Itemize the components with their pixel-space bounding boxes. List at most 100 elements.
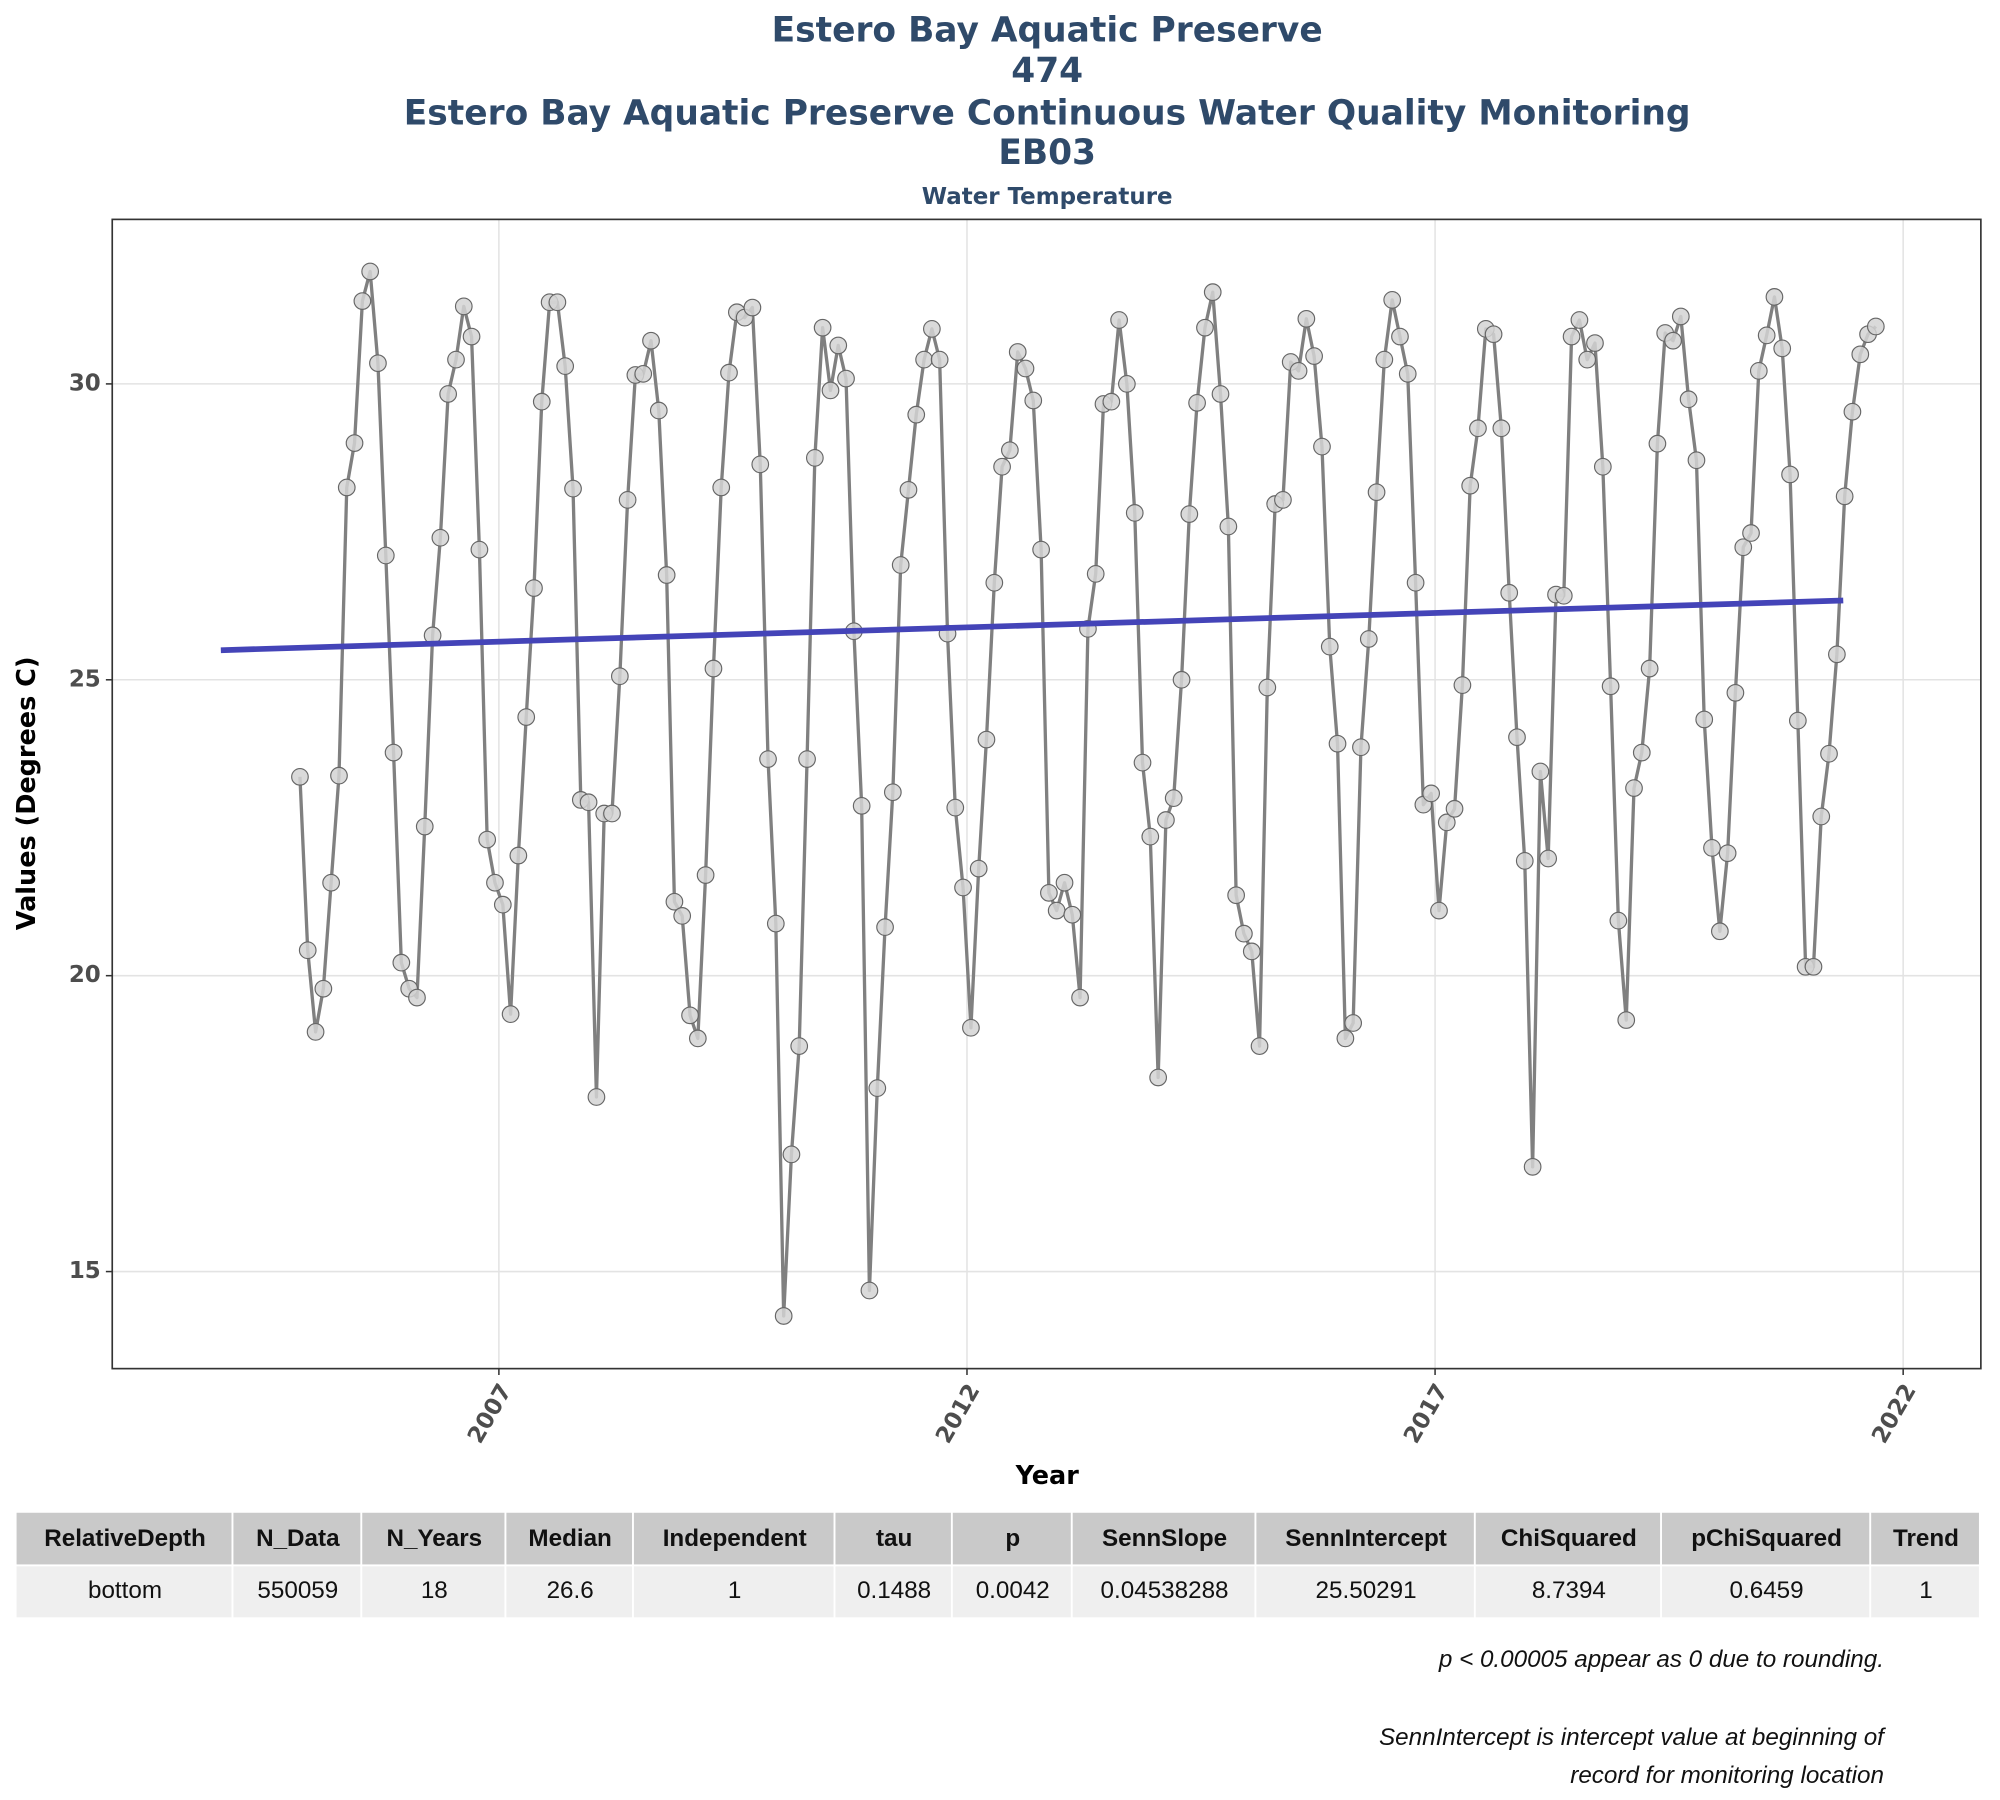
data-point (610, 667, 629, 686)
data-point (337, 478, 356, 497)
data-point (1679, 390, 1698, 409)
table-cell-text: 8.7394 (1532, 1577, 1606, 1604)
data-point (1765, 288, 1784, 306)
x-axis-label: Year (1015, 1461, 1080, 1491)
data-point (642, 331, 660, 350)
data-point (805, 449, 824, 467)
data-point (673, 907, 692, 925)
data-point (1492, 419, 1511, 438)
note: SennIntercept is intercept value at begi… (1379, 1724, 1886, 1751)
data-point (891, 556, 910, 574)
data-point (688, 1029, 707, 1048)
data-point (1515, 852, 1534, 870)
data-point (1297, 309, 1316, 328)
data-point (470, 540, 489, 559)
table-cell (1871, 1566, 1979, 1618)
table-cell (1661, 1566, 1870, 1618)
data-point (1430, 901, 1448, 920)
data-point (790, 1037, 809, 1055)
data-point (852, 796, 871, 815)
table-header: Trend (1893, 1525, 1959, 1552)
data-point (431, 528, 450, 547)
data-point (1110, 311, 1128, 329)
data-point (1367, 483, 1386, 502)
data-point (1718, 844, 1737, 863)
table-cell (506, 1566, 633, 1618)
table-header: ChiSquared (1501, 1525, 1637, 1552)
data-point (1203, 283, 1222, 302)
y-tick-label: 20 (69, 962, 101, 988)
data-point (829, 336, 848, 355)
data-point (821, 381, 840, 400)
data-point (1703, 838, 1721, 857)
data-point (1289, 362, 1308, 380)
table-header-cell (233, 1512, 361, 1565)
table-header: Independent (663, 1525, 807, 1552)
table-cell-text: 0.0042 (976, 1577, 1050, 1604)
data-point (298, 941, 317, 960)
data-point (1250, 1037, 1269, 1055)
data-point (1664, 331, 1682, 350)
data-point (415, 817, 434, 836)
data-point (782, 1145, 801, 1164)
data-point (1125, 504, 1144, 522)
data-point (1788, 711, 1807, 730)
data-point (774, 1307, 793, 1325)
table-header: RelativeDepth (44, 1525, 206, 1552)
data-point (1196, 318, 1214, 337)
data-point (314, 979, 333, 998)
data-point (408, 988, 426, 1007)
table-cell-text: 550059 (257, 1577, 338, 1604)
data-point (330, 766, 348, 785)
data-point (1812, 807, 1831, 826)
data-point (1398, 364, 1417, 383)
data-point (766, 914, 785, 933)
data-point (454, 297, 473, 316)
data-point (813, 318, 832, 337)
data-point (1024, 391, 1043, 410)
trend-line (220, 597, 1844, 654)
data-point (1211, 385, 1230, 403)
data-point (962, 1018, 980, 1037)
table-header-cell (1661, 1512, 1870, 1565)
data-point (1734, 538, 1753, 557)
data-point (462, 327, 481, 346)
data-point (907, 405, 926, 424)
data-point (486, 873, 504, 892)
data-point (1274, 491, 1292, 509)
data-point (751, 455, 770, 474)
data-point (517, 708, 536, 726)
data-point (1632, 743, 1651, 762)
data-point (1578, 350, 1597, 369)
data-point (1523, 1157, 1542, 1176)
data-point (1180, 505, 1199, 523)
data-point (1835, 487, 1854, 506)
data-point (1757, 326, 1776, 345)
table-header-cell (633, 1512, 834, 1565)
data-point (1157, 811, 1175, 829)
data-point (712, 478, 731, 497)
table-header-cell (1871, 1512, 1979, 1565)
y-axis-label: Values (Degrees C) (12, 656, 42, 930)
data-point (384, 743, 403, 762)
data-point (1164, 789, 1183, 808)
data-point (1828, 645, 1846, 664)
table-header-cell (835, 1512, 951, 1565)
data-point (548, 293, 567, 312)
data-point (556, 357, 575, 376)
data-point (392, 953, 411, 972)
data-point (1671, 307, 1690, 326)
data-point (634, 364, 653, 383)
note: record for monitoring location (1570, 1762, 1884, 1789)
data-point (1804, 957, 1823, 976)
data-point (1648, 434, 1667, 453)
data-point (1687, 451, 1706, 470)
data-point (1554, 586, 1573, 605)
data-point (587, 1088, 606, 1106)
y-tick-label: 15 (69, 1258, 101, 1284)
data-point (1617, 1011, 1636, 1029)
data-point (977, 730, 996, 749)
table-cell (233, 1566, 361, 1618)
